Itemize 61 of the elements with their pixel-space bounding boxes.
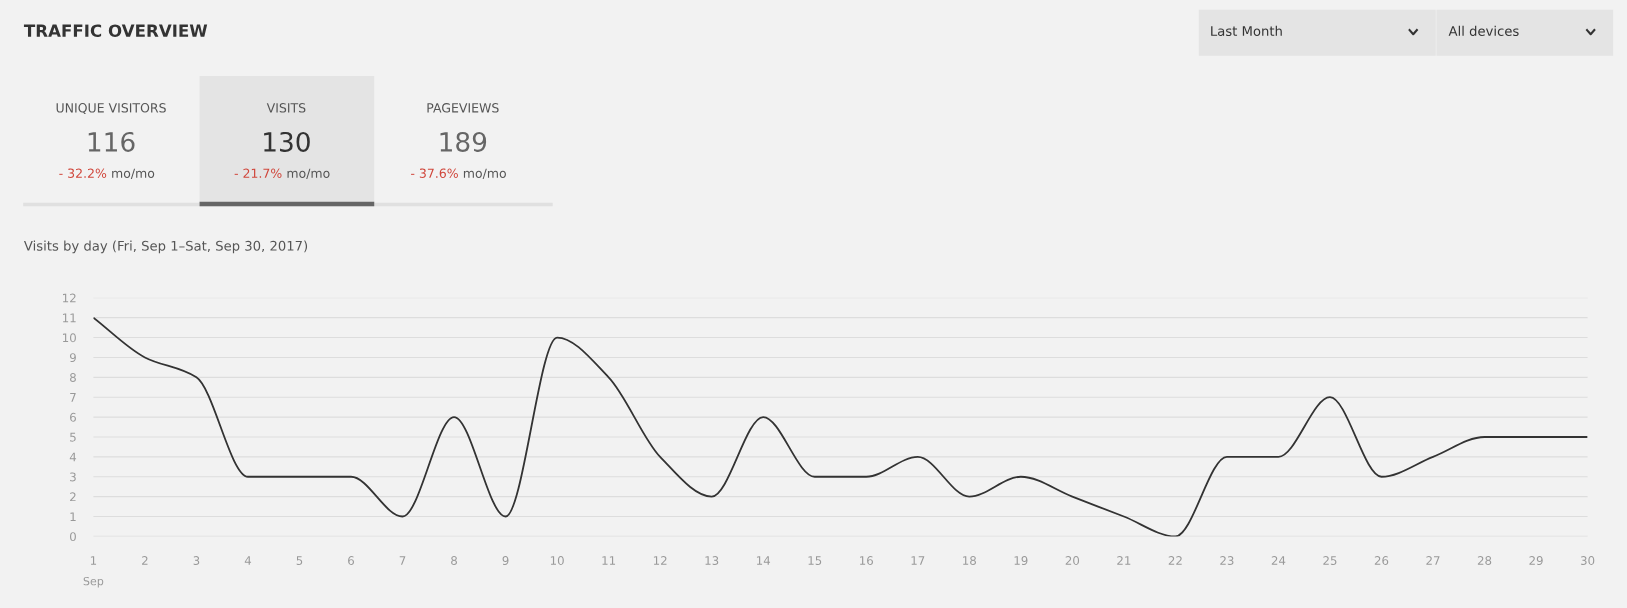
y-tick-label: 8 xyxy=(70,373,76,382)
x-tick-label: 8 xyxy=(451,556,457,565)
x-tick-label: 27 xyxy=(1426,556,1440,565)
x-tick-label: 28 xyxy=(1477,556,1492,565)
text: - 32.2% xyxy=(59,168,107,178)
x-tick-label: 21 xyxy=(1117,556,1131,565)
x-tick-label: 15 xyxy=(808,556,822,565)
x-tick-label: 10 xyxy=(550,556,564,565)
x-tick-label: 25 xyxy=(1323,556,1337,565)
text: 116 xyxy=(88,131,135,152)
text: mo/mo xyxy=(112,168,155,179)
text: All devices xyxy=(1448,25,1519,36)
x-tick-label: 5 xyxy=(296,556,303,565)
y-tick-label: 0 xyxy=(69,532,76,542)
x-tick-label: 14 xyxy=(756,556,771,565)
x-tick-label: 12 xyxy=(653,556,667,565)
text: mo/mo xyxy=(463,168,506,179)
y-tick-label: 5 xyxy=(70,432,76,442)
x-tick-label: 24 xyxy=(1271,556,1286,565)
text: - 21.7% xyxy=(234,168,282,178)
x-tick-label: 26 xyxy=(1374,556,1389,565)
text: 130 xyxy=(264,131,310,152)
x-tick-label: 23 xyxy=(1220,556,1234,565)
line-series xyxy=(93,316,1588,537)
text: UNIQUE VISITORS xyxy=(56,103,166,114)
x-tick-label: 3 xyxy=(193,556,200,565)
x-tick-label: 18 xyxy=(963,556,976,565)
x-tick-label: 11 xyxy=(602,556,616,565)
text: mo/mo xyxy=(287,168,330,179)
y-tick-label: 7 xyxy=(70,393,76,402)
y-tick-label: 10 xyxy=(62,333,76,343)
text: Sep xyxy=(83,576,104,588)
x-tick-label: 4 xyxy=(244,556,252,565)
y-tick-label: 6 xyxy=(70,412,76,422)
y-tick-label: 11 xyxy=(62,313,76,323)
x-tick-label: 20 xyxy=(1065,556,1080,565)
text: 189 xyxy=(440,131,487,152)
x-tick-label: 2 xyxy=(142,556,148,565)
x-tick-label: 22 xyxy=(1168,556,1182,565)
chart-subtitle: Visits by day (Fri, Sep 1–Sat, Sep 30, 2017) xyxy=(23,240,308,254)
text: Last Month xyxy=(1211,25,1282,36)
x-tick-label: 1 xyxy=(90,556,97,565)
y-tick-label: 9 xyxy=(69,353,76,363)
y-tick-label: 4 xyxy=(69,452,77,462)
y-tick-label: 1 xyxy=(70,512,76,522)
x-tick-label: 29 xyxy=(1529,556,1543,565)
x-tick-label: 30 xyxy=(1580,556,1595,565)
x-tick-label: 9 xyxy=(502,556,509,565)
x-tick-label: 17 xyxy=(911,556,925,565)
text: - 37.6% xyxy=(411,168,458,178)
x-tick-label: 6 xyxy=(348,556,355,565)
text: VISITS xyxy=(266,103,306,113)
y-tick-label: 12 xyxy=(62,293,76,303)
x-tick-label: 19 xyxy=(1014,556,1028,565)
y-tick-label: 3 xyxy=(70,472,76,482)
y-tick-label: 2 xyxy=(70,492,76,502)
x-tick-label: 13 xyxy=(705,556,719,565)
chart-title: TRAFFIC OVERVIEW xyxy=(23,24,208,37)
x-tick-label: 16 xyxy=(860,556,874,565)
x-tick-label: 7 xyxy=(399,556,406,565)
text: PAGEVIEWS xyxy=(427,103,499,113)
